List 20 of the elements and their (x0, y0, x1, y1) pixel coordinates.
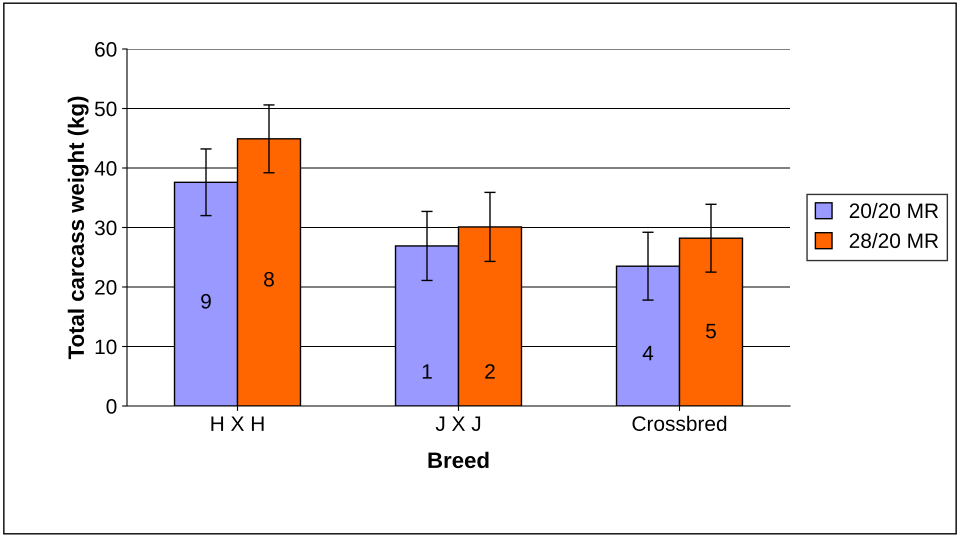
annotation: 4 (642, 346, 654, 360)
y-axis-title: Total carcass weight (kg) (68, 96, 89, 360)
y-tick-label: 40 (94, 161, 116, 176)
annotation: 9 (201, 294, 211, 309)
legend-label: 20/20 MR (850, 202, 938, 218)
y-tick-label: 10 (96, 340, 116, 354)
x-tick-label: J X J (436, 416, 480, 432)
y-tick-label: 30 (94, 220, 116, 236)
y-tick-label: 20 (95, 280, 116, 295)
x-tick-label: Crossbred (632, 416, 726, 432)
y-tick-label: 0 (106, 399, 116, 414)
x-axis-title: Breed (428, 452, 489, 468)
annotation: 8 (264, 272, 274, 287)
annotation: 1 (422, 364, 432, 379)
y-tick-label: 60 (95, 42, 116, 57)
x-tick-label: H X H (211, 416, 264, 431)
y-tick-label: 50 (94, 102, 116, 116)
annotation: 2 (485, 364, 495, 379)
legend-label: 28/20 MR (850, 232, 938, 248)
annotation: 5 (706, 324, 716, 338)
